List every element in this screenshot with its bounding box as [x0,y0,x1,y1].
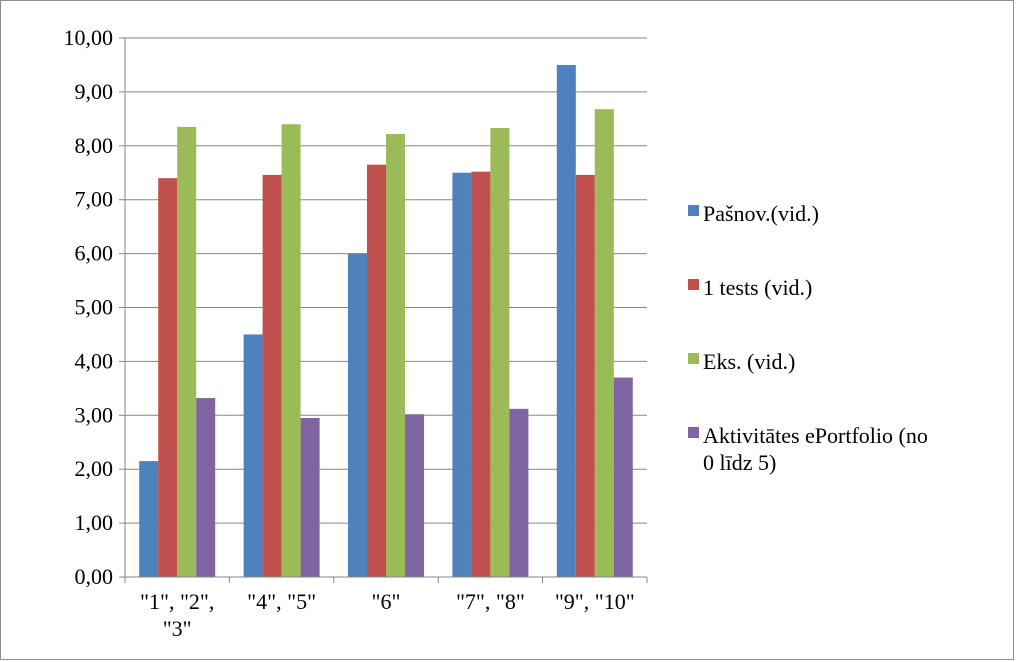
bar [177,126,197,577]
bar [262,174,282,577]
bar [556,64,576,577]
y-tick-label: 1,00 [75,510,114,535]
legend-swatch [688,427,699,438]
y-tick-label: 0,00 [75,564,114,589]
x-category-label: "9", "10" [555,589,635,614]
x-category-label: "3" [163,616,192,641]
y-tick-label: 3,00 [75,402,114,427]
x-category-label: "7", "8" [456,589,525,614]
bar [490,128,510,577]
y-tick-label: 4,00 [75,348,114,373]
bar [613,377,633,577]
legend-label: Pašnov.(vid.) [703,201,819,226]
legend-swatch [688,353,699,364]
y-tick-label: 2,00 [75,456,114,481]
bar [281,124,301,578]
legend-swatch [688,205,699,216]
legend-label: Eks. (vid.) [703,349,795,374]
x-category-label: "1", "2", [140,589,214,614]
bar [300,417,320,577]
y-tick-label: 5,00 [75,295,114,320]
bar [405,414,424,577]
bar [452,172,472,577]
y-tick-label: 10,00 [64,25,114,50]
y-tick-label: 9,00 [75,79,114,104]
bar [575,174,595,577]
y-tick-label: 6,00 [75,241,114,266]
y-tick-label: 8,00 [75,133,114,158]
bar [139,461,159,577]
bar [594,109,614,577]
legend-swatch [688,279,699,290]
bar [367,164,386,578]
bar [196,398,216,577]
bar [158,178,178,577]
bar [348,253,367,577]
bar [243,334,263,577]
x-category-label: "6" [372,589,401,614]
legend-label: 0 līdz 5) [703,450,776,475]
y-tick-label: 7,00 [75,187,114,212]
bar [509,408,529,577]
legend-label: 1 tests (vid.) [703,275,812,300]
x-category-label: "4", "5" [247,589,316,614]
legend-label: Aktivitātes ePortfolio (no [703,423,928,448]
bar [386,133,405,577]
bar [471,171,491,577]
